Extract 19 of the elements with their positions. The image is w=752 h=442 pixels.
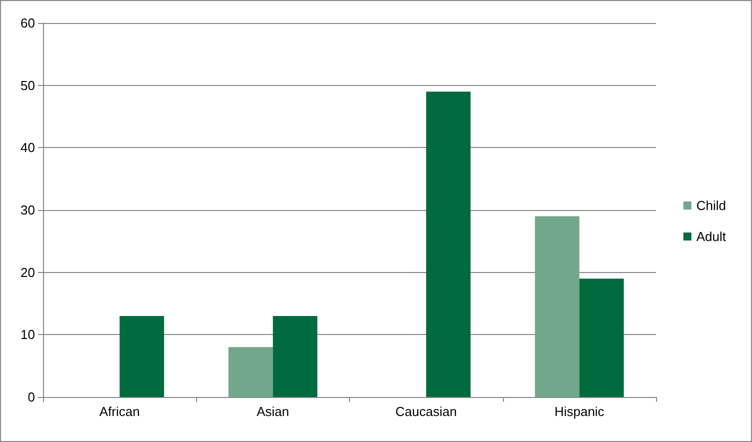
bar <box>228 347 273 397</box>
y-tick-label: 60 <box>20 16 35 30</box>
y-tick-label: 50 <box>20 78 35 93</box>
bar <box>120 316 164 397</box>
x-tick-label: Hispanic <box>554 404 605 419</box>
y-tick-label: 30 <box>20 202 35 218</box>
y-tick-label: 10 <box>20 327 35 342</box>
legend-label: Child <box>696 198 726 213</box>
y-tick-label: 40 <box>20 140 35 156</box>
bar <box>579 278 624 397</box>
x-tick-label: African <box>99 404 140 419</box>
x-tick-label: Caucasian <box>395 404 457 419</box>
bar <box>272 316 318 397</box>
bar <box>426 92 471 397</box>
y-tick-label: 0 <box>28 390 35 404</box>
bar <box>534 216 580 397</box>
legend-label: Adult <box>696 229 726 244</box>
x-tick-label: Asian <box>256 404 290 419</box>
y-tick-label: 20 <box>20 264 35 280</box>
